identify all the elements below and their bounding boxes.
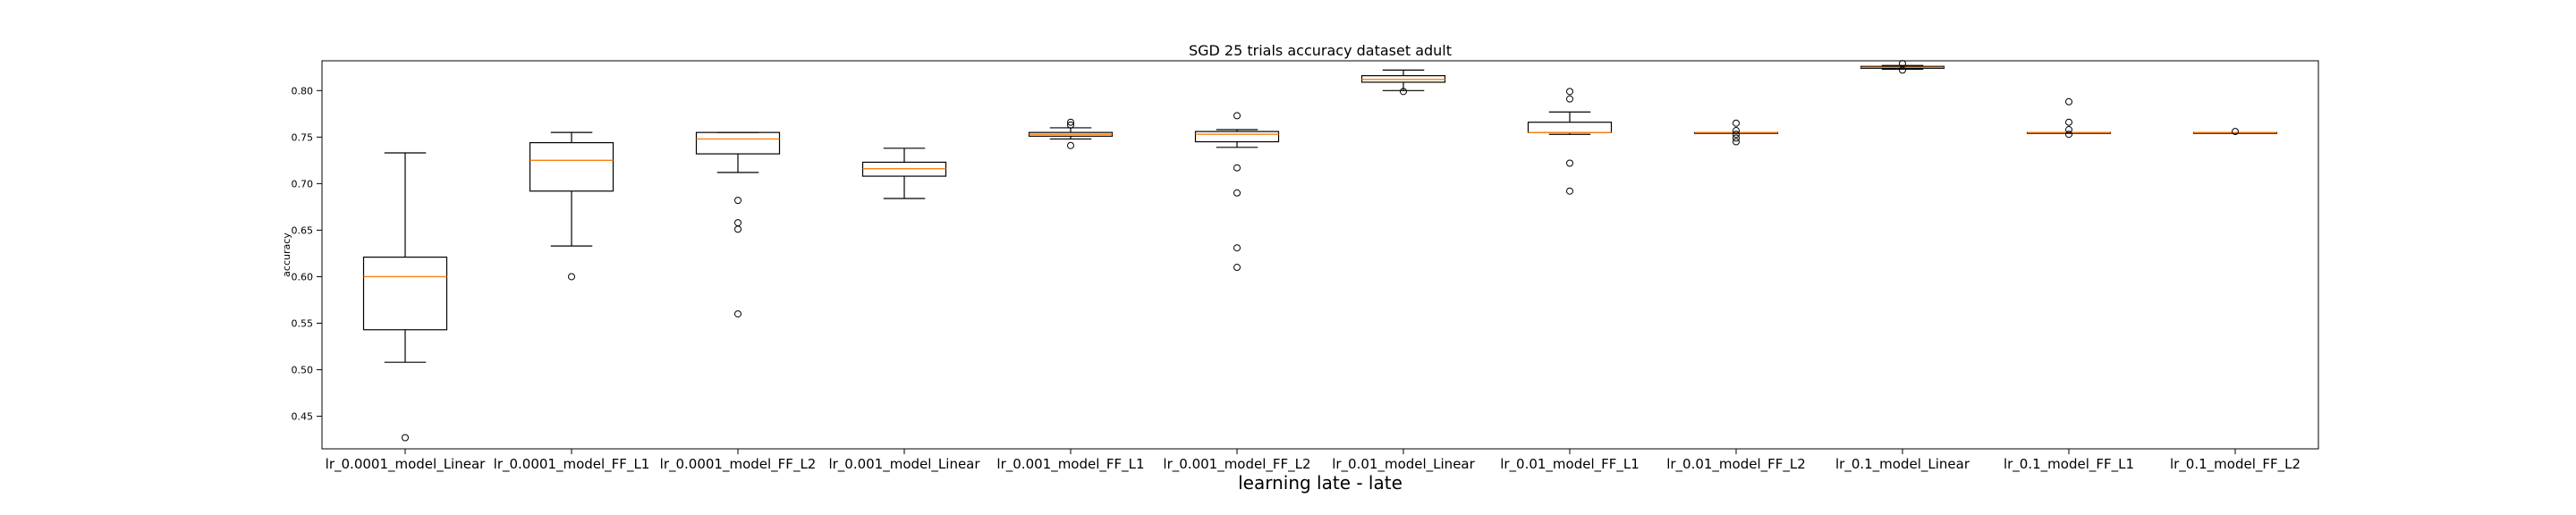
box-plot-item <box>529 131 614 281</box>
y-axis: 0.45 0.50 0.55 0.60 0.65 0.70 0.75 0.80 <box>292 85 322 423</box>
x-tick-label: lr_0.1_model_FF_L2 <box>2170 456 2301 473</box>
outlier-point <box>2065 97 2072 106</box>
outlier-point <box>1733 127 1740 135</box>
outlier-point <box>1733 134 1740 142</box>
box-plot-item <box>1693 119 1779 146</box>
box-plot-item <box>1360 69 1446 96</box>
box-plot-item <box>1860 60 1945 74</box>
outlier-point <box>568 273 575 281</box>
outlier-point <box>402 434 409 442</box>
box-iqr <box>1527 122 1613 133</box>
outlier-point <box>1899 66 1906 74</box>
box-plot-item <box>1194 112 1280 272</box>
outlier-point <box>1067 121 1074 129</box>
box-plot-item <box>1527 88 1613 195</box>
plot-area-frame <box>321 60 2319 450</box>
outlier-point <box>1233 264 1241 272</box>
outlier-point <box>1233 112 1241 120</box>
box-series <box>362 60 2278 442</box>
box-iqr <box>1194 131 1280 143</box>
y-tick-label: 0.75 <box>292 131 314 143</box>
y-tick-label: 0.60 <box>292 271 314 283</box>
x-tick-label: lr_0.0001_model_FF_L1 <box>494 456 650 473</box>
outlier-point <box>2065 131 2072 139</box>
y-tick-label: 0.50 <box>292 365 314 376</box>
x-tick-label: lr_0.01_model_FF_L1 <box>1500 456 1640 473</box>
x-tick-label: lr_0.0001_model_Linear <box>326 456 486 473</box>
box-plot-item <box>2026 97 2112 139</box>
outlier-point <box>734 310 741 318</box>
box-iqr <box>695 131 781 155</box>
box-plot-item <box>861 148 947 199</box>
outlier-point <box>1400 88 1407 96</box>
outlier-point <box>1067 118 1074 126</box>
outlier-point <box>2232 128 2239 136</box>
outlier-point <box>734 197 741 205</box>
outlier-point <box>1233 244 1241 252</box>
y-axis-label: accuracy <box>281 232 292 277</box>
x-tick-label: lr_0.1_model_FF_L1 <box>2004 456 2134 473</box>
chart-title: SGD 25 trials accuracy dataset adult <box>1189 42 1452 59</box>
outlier-point <box>2065 118 2072 126</box>
box-plot-item <box>1028 118 1114 149</box>
x-tick-label: lr_0.0001_model_FF_L2 <box>660 456 817 473</box>
outlier-point <box>1566 159 1573 167</box>
x-tick-label: lr_0.1_model_Linear <box>1835 456 1970 473</box>
outlier-point <box>1566 88 1573 96</box>
y-tick-label: 0.65 <box>292 224 314 236</box>
outlier-point <box>1733 131 1740 139</box>
y-tick-label: 0.70 <box>292 178 314 190</box>
x-tick-label: lr_0.01_model_Linear <box>1332 456 1475 473</box>
y-tick-label: 0.55 <box>292 317 314 329</box>
x-axis-label: learning late - late <box>1238 472 1402 494</box>
box-plot-item <box>2192 128 2278 136</box>
box-iqr <box>529 141 614 192</box>
y-tick-label: 0.45 <box>292 411 314 423</box>
outlier-point <box>1566 187 1573 195</box>
box-plot-item <box>362 152 448 442</box>
x-tick-label: lr_0.001_model_FF_L1 <box>996 456 1144 473</box>
outlier-point <box>734 225 741 233</box>
box-plot-item <box>695 131 781 318</box>
outlier-point <box>1733 119 1740 127</box>
x-tick-label: lr_0.001_model_FF_L2 <box>1163 456 1310 473</box>
outlier-point <box>2065 126 2072 134</box>
x-tick-label: lr_0.001_model_Linear <box>828 456 980 473</box>
box-iqr <box>362 257 448 331</box>
outlier-point <box>1733 138 1740 146</box>
x-axis: lr_0.0001_model_Linear lr_0.0001_model_FF… <box>326 449 2301 473</box>
outlier-point <box>734 219 741 227</box>
x-tick-label: lr_0.01_model_FF_L2 <box>1666 456 1806 473</box>
outlier-point <box>1566 95 1573 103</box>
outlier-point <box>1233 164 1241 172</box>
outlier-point <box>1067 141 1074 149</box>
outlier-point <box>1233 189 1241 197</box>
y-tick-label: 0.80 <box>292 85 314 97</box>
